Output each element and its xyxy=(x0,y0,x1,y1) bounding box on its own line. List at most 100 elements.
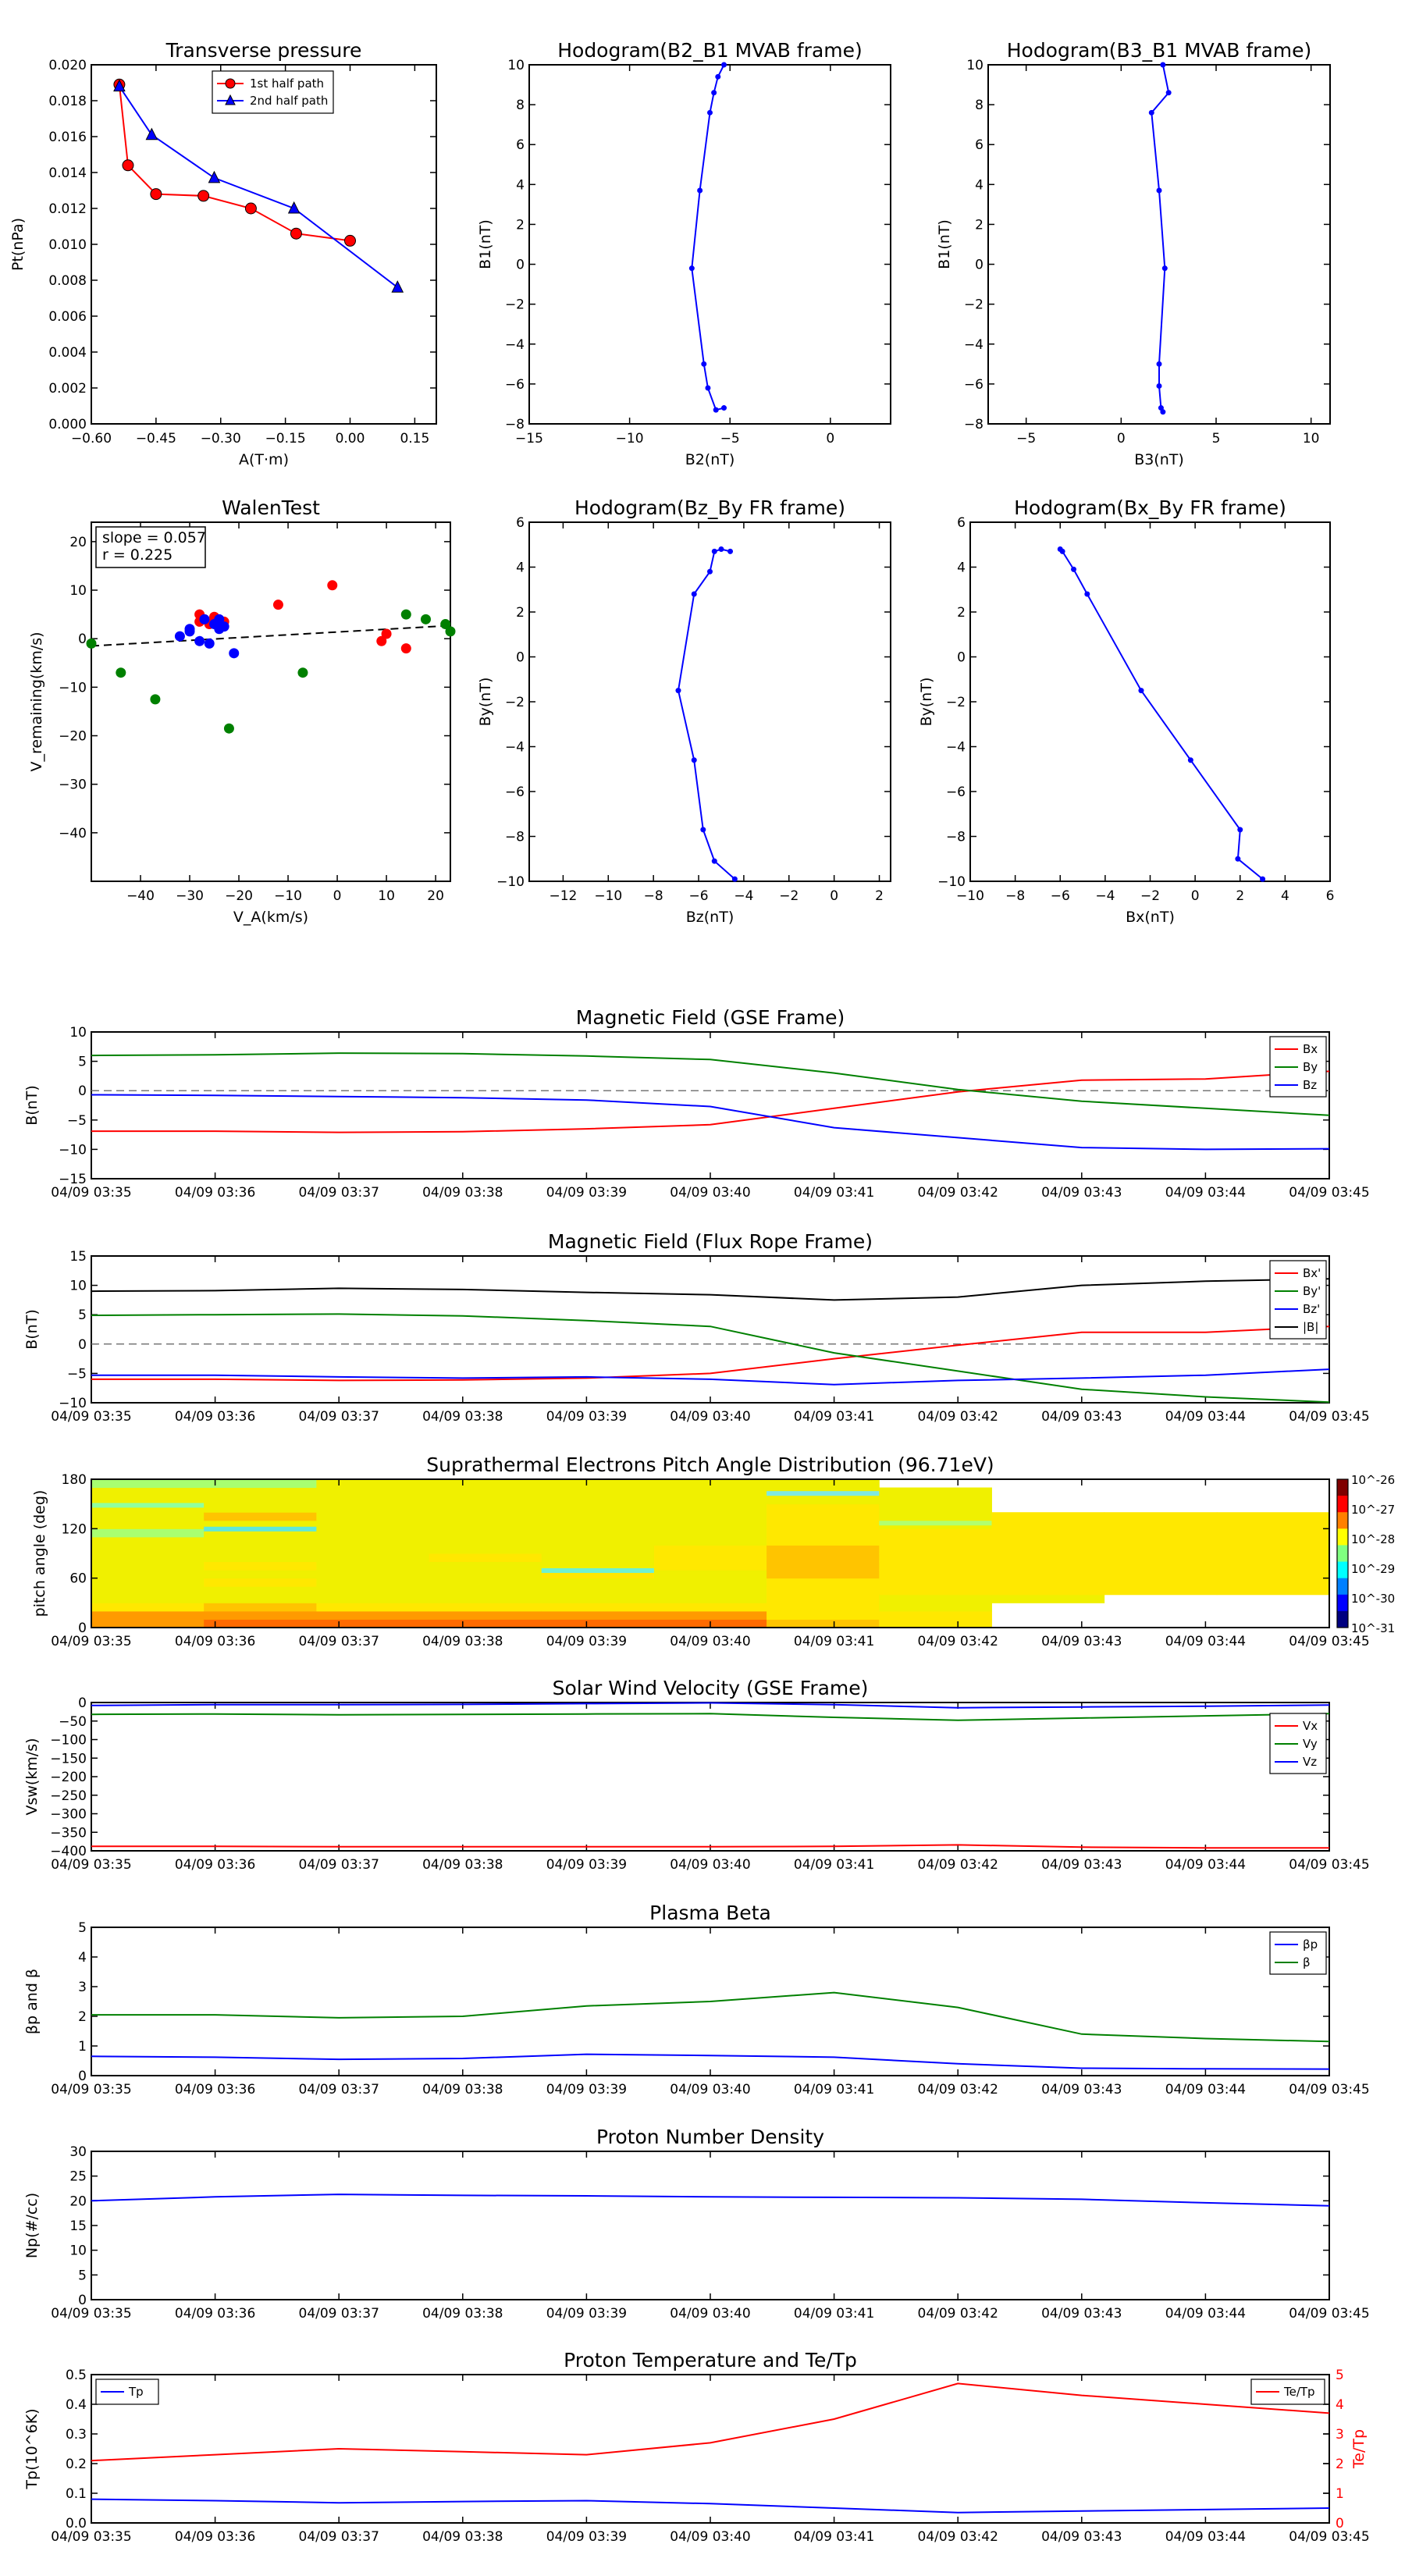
bfr-ytick-label: 10 xyxy=(69,1279,87,1294)
vsw-ytick-label: −350 xyxy=(50,1825,87,1841)
pad-cell xyxy=(1104,1536,1218,1546)
hzy-title: Hodogram(Bz_By FR frame) xyxy=(574,496,845,519)
beta-xtick-label: 04/09 03:39 xyxy=(546,2082,627,2097)
pad-colorbar-segment xyxy=(1337,1512,1348,1529)
pad-cell xyxy=(541,1610,655,1620)
hzy-point xyxy=(675,688,681,694)
pad-cell xyxy=(879,1603,992,1612)
bgse-ytick-label: −10 xyxy=(59,1142,87,1158)
bfr-xtick-label: 04/09 03:39 xyxy=(546,1409,627,1425)
pad-colorbar-label: 10^-29 xyxy=(1351,1562,1395,1576)
bfr-legend-label: Bz' xyxy=(1303,1302,1320,1316)
bgse-series-line xyxy=(91,1052,1330,1116)
bfr-xtick-label: 04/09 03:43 xyxy=(1041,1409,1122,1425)
walen-point xyxy=(219,621,229,632)
pad-colorbar-segment xyxy=(1337,1594,1348,1612)
pad-cell xyxy=(1104,1570,1218,1579)
pad-cell xyxy=(429,1610,542,1620)
pad-cell xyxy=(204,1603,317,1612)
hxy-point xyxy=(1071,566,1077,572)
pad-cell xyxy=(204,1526,317,1532)
tp-xtick-label: 04/09 03:40 xyxy=(670,2529,750,2545)
pad-cell xyxy=(91,1528,205,1538)
hzy-point xyxy=(707,568,713,575)
tp-frame xyxy=(91,2374,1330,2524)
h13-series-line xyxy=(1151,64,1170,413)
pad-cell xyxy=(879,1536,992,1546)
h12-ytick-label: 4 xyxy=(516,177,525,193)
hxy-series-line xyxy=(1059,548,1264,880)
tp-ylabel: Tp(10^6K) xyxy=(23,2408,41,2489)
bfr-legend-label: By' xyxy=(1303,1284,1321,1298)
tp-series-line xyxy=(91,2498,1330,2514)
pad-cell xyxy=(653,1553,767,1563)
pad-cell xyxy=(429,1512,542,1521)
walen-title: WalenTest xyxy=(222,496,320,519)
walen-point xyxy=(174,631,185,642)
pad-cell xyxy=(767,1491,880,1496)
pad-cell xyxy=(879,1553,992,1563)
hzy-xtick-label: −12 xyxy=(549,888,577,904)
hxy-ytick-label: −10 xyxy=(937,874,966,890)
pad-cell xyxy=(767,1545,880,1554)
np-ytick-label: 30 xyxy=(69,2144,87,2160)
tp-xtick-label: 04/09 03:36 xyxy=(175,2529,255,2545)
bgse-xtick-label: 04/09 03:44 xyxy=(1165,1185,1246,1201)
pad-cell xyxy=(204,1503,317,1513)
vsw-ytick-label: −400 xyxy=(50,1844,87,1859)
vsw-xtick-label: 04/09 03:42 xyxy=(918,1857,998,1873)
pt-point xyxy=(145,127,158,141)
pad-cell xyxy=(767,1528,880,1538)
hzy-point xyxy=(691,757,697,763)
walen-point xyxy=(400,609,411,620)
pad-cell xyxy=(1104,1561,1218,1571)
pad-cell xyxy=(653,1536,767,1546)
pad-cell xyxy=(429,1528,542,1538)
bfr-xtick-label: 04/09 03:37 xyxy=(299,1409,379,1425)
bfr-series-line xyxy=(91,1368,1330,1386)
tp-ytick-label: 0.1 xyxy=(66,2486,87,2502)
pt-ytick-label: 0.020 xyxy=(48,58,87,73)
hzy-ytick-label: −6 xyxy=(505,785,525,800)
np-title: Proton Number Density xyxy=(596,2126,824,2148)
pad-xtick-label: 04/09 03:37 xyxy=(299,1634,379,1649)
walen-point xyxy=(116,667,126,678)
h12-xtick-label: −15 xyxy=(515,431,543,447)
bgse-series-line xyxy=(91,1070,1330,1133)
walen-xtick-label: −10 xyxy=(274,888,302,904)
np-xtick-label: 04/09 03:35 xyxy=(51,2306,131,2322)
pad-cell xyxy=(1104,1545,1218,1554)
pad-cell xyxy=(541,1586,655,1596)
bgse-legend-label: By xyxy=(1303,1060,1318,1074)
walen-point xyxy=(297,667,308,678)
pad-cell xyxy=(767,1512,880,1521)
h13-xtick-label: 0 xyxy=(1117,431,1126,447)
h12-ytick-label: 2 xyxy=(516,217,525,233)
pad-cell xyxy=(991,1570,1105,1579)
pad-cell xyxy=(1104,1512,1218,1521)
pt-xtick-label: 0.15 xyxy=(400,431,429,447)
bgse-xtick-label: 04/09 03:41 xyxy=(794,1185,874,1201)
vsw-xtick-label: 04/09 03:40 xyxy=(670,1857,750,1873)
pad-cell xyxy=(316,1603,430,1612)
hxy-xtick-label: −6 xyxy=(1051,888,1070,904)
pad-cell xyxy=(91,1496,205,1505)
pt-ytick-label: 0.010 xyxy=(48,237,87,253)
pad-cell xyxy=(316,1610,430,1620)
bgse-ytick-label: 0 xyxy=(78,1083,87,1099)
walen-ytick-label: −40 xyxy=(59,826,87,841)
walen-ytick-label: 10 xyxy=(69,583,87,599)
pad-cell xyxy=(767,1586,880,1596)
vsw-ytick-label: 0 xyxy=(78,1695,87,1711)
beta-legend-label: βp xyxy=(1303,1937,1318,1952)
np-ytick-label: 0 xyxy=(78,2293,87,2308)
pad-cell xyxy=(204,1570,317,1579)
pad-cell xyxy=(767,1561,880,1571)
pad-cell xyxy=(767,1536,880,1546)
pad-cell xyxy=(204,1520,317,1529)
bgse-xtick-label: 04/09 03:42 xyxy=(918,1185,998,1201)
pad-cell xyxy=(91,1479,205,1489)
pad-cell xyxy=(653,1561,767,1571)
pad-cell xyxy=(429,1578,542,1587)
pad-cell xyxy=(541,1520,655,1529)
